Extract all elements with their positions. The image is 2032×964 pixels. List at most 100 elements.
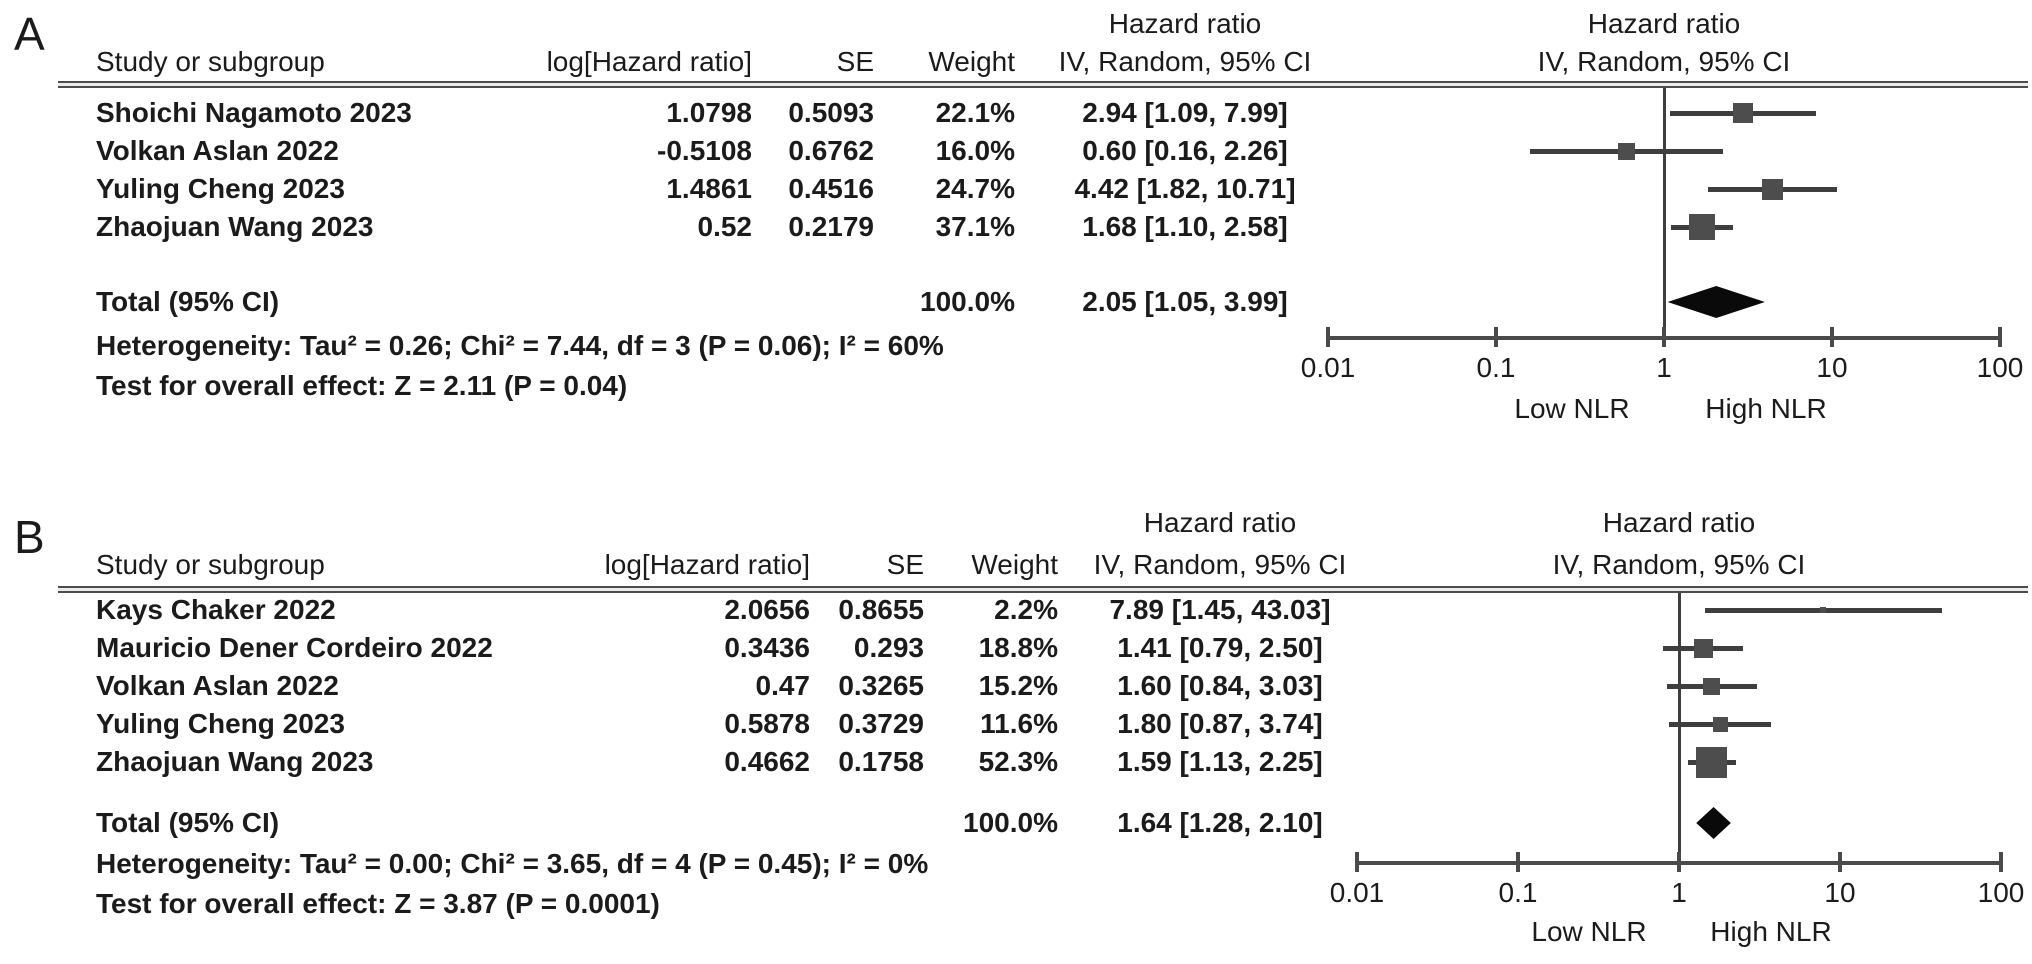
- study-ci-value: 7.89 [1.45, 43.03]: [1109, 594, 1331, 625]
- study-point-marker: [1695, 746, 1727, 778]
- x-axis-tick-label: 0.01: [1300, 352, 1356, 383]
- study-point-marker: [1712, 716, 1728, 732]
- study-weight: 18.8%: [978, 632, 1058, 663]
- study-weight: 22.1%: [935, 97, 1015, 128]
- study-se: 0.8655: [838, 594, 924, 625]
- x-axis-tick-label: 100: [1977, 877, 2025, 908]
- x-axis-tick-label: 10: [1816, 352, 1848, 383]
- total-label: Total (95% CI): [96, 286, 280, 317]
- study-name: Mauricio Dener Cordeiro 2022: [96, 632, 493, 663]
- study-name: Volkan Aslan 2022: [96, 670, 339, 701]
- study-point-marker: [1693, 638, 1713, 658]
- study-log-hr: 0.5878: [724, 708, 810, 739]
- axis-right-direction-label: High NLR: [1705, 393, 1827, 424]
- axis-left-direction-label: Low NLR: [1514, 393, 1630, 424]
- x-axis-tick: [1662, 327, 1666, 347]
- study-log-hr: 0.3436: [724, 632, 810, 663]
- study-ci-value: 0.60 [0.16, 2.26]: [1082, 135, 1288, 166]
- x-axis-tick-label: 1: [1671, 877, 1687, 908]
- study-log-hr: 2.0656: [724, 594, 810, 625]
- study-ci-value: 2.94 [1.09, 7.99]: [1082, 97, 1288, 128]
- study-se: 0.1758: [838, 746, 924, 777]
- study-weight: 2.2%: [994, 594, 1058, 625]
- study-se: 0.3729: [838, 708, 924, 739]
- study-se: 0.293: [853, 632, 924, 663]
- x-axis-tick-label: 100: [1976, 352, 2024, 383]
- study-se: 0.4516: [788, 173, 874, 204]
- column-header-weight: Weight: [971, 549, 1058, 580]
- x-axis-tick: [1326, 327, 1330, 347]
- column-header-study: Study or subgroup: [96, 46, 325, 77]
- study-name: Volkan Aslan 2022: [96, 135, 339, 166]
- study-log-hr: 1.4861: [666, 173, 752, 204]
- column-header-log-hazard-ratio: log[Hazard ratio]: [546, 46, 752, 77]
- column-header-weight: Weight: [928, 46, 1015, 77]
- study-point-marker: [1732, 103, 1753, 123]
- study-ci-value: 1.68 [1.10, 2.58]: [1082, 211, 1288, 242]
- heterogeneity-stats: Heterogeneity: Tau² = 0.26; Chi² = 7.44,…: [96, 330, 944, 361]
- study-name: Zhaojuan Wang 2023: [96, 746, 374, 777]
- study-ci-value: 1.59 [1.13, 2.25]: [1117, 746, 1323, 777]
- axis-right-direction-label: High NLR: [1710, 916, 1832, 947]
- study-se: 0.5093: [788, 97, 874, 128]
- study-point-marker: [1820, 607, 1827, 613]
- total-ci-value: 1.64 [1.28, 2.10]: [1117, 807, 1323, 838]
- study-ci-value: 1.41 [0.79, 2.50]: [1117, 632, 1323, 663]
- study-weight: 24.7%: [935, 173, 1015, 204]
- column-header-ci-text: IV, Random, 95% CI: [1093, 549, 1347, 580]
- header-rule: [58, 81, 2028, 88]
- x-axis-tick-label: 1: [1656, 352, 1672, 383]
- overall-effect-stats: Test for overall effect: Z = 2.11 (P = 0…: [96, 370, 628, 401]
- study-log-hr: 0.4662: [724, 746, 810, 777]
- panel-label-b: B: [14, 511, 45, 563]
- column-header-ci-text: IV, Random, 95% CI: [1058, 46, 1312, 77]
- x-axis-tick: [1677, 852, 1681, 872]
- total-weight: 100.0%: [963, 807, 1058, 838]
- study-weight: 37.1%: [935, 211, 1015, 242]
- study-ci-value: 1.60 [0.84, 3.03]: [1117, 670, 1323, 701]
- column-header-hazard-ratio-plot: Hazard ratio: [1602, 507, 1756, 538]
- x-axis-tick-label: 0.1: [1476, 352, 1516, 383]
- study-point-marker: [1761, 178, 1783, 200]
- x-axis-tick: [1838, 852, 1842, 872]
- column-header-se: SE: [836, 46, 874, 77]
- x-axis-tick: [1494, 327, 1498, 347]
- study-weight: 16.0%: [935, 135, 1015, 166]
- study-weight: 52.3%: [978, 746, 1058, 777]
- study-name: Shoichi Nagamoto 2023: [96, 97, 412, 128]
- study-ci-value: 4.42 [1.82, 10.71]: [1074, 173, 1296, 204]
- total-diamond: [1696, 807, 1731, 839]
- study-se: 0.3265: [838, 670, 924, 701]
- study-point-marker: [1618, 142, 1636, 160]
- x-axis-tick: [1999, 852, 2003, 872]
- column-header-hazard-ratio-text: Hazard ratio: [1143, 507, 1297, 538]
- study-se: 0.2179: [788, 211, 874, 242]
- panel-label-a: A: [14, 8, 45, 60]
- total-ci-value: 2.05 [1.05, 3.99]: [1082, 286, 1288, 317]
- study-name: Kays Chaker 2022: [96, 594, 336, 625]
- overall-effect-stats: Test for overall effect: Z = 3.87 (P = 0…: [96, 888, 660, 919]
- study-name: Yuling Cheng 2023: [96, 708, 345, 739]
- total-diamond: [1667, 286, 1765, 318]
- study-log-hr: 0.52: [697, 211, 753, 242]
- column-header-log-hazard-ratio: log[Hazard ratio]: [604, 549, 810, 580]
- x-axis-tick-label: 0.01: [1329, 877, 1385, 908]
- reference-line: [1677, 593, 1681, 863]
- study-log-hr: 0.47: [755, 670, 811, 701]
- x-axis-tick: [1516, 852, 1520, 872]
- axis-left-direction-label: Low NLR: [1531, 916, 1647, 947]
- column-header-ci-plot: IV, Random, 95% CI: [1537, 46, 1791, 77]
- study-weight: 11.6%: [980, 708, 1058, 739]
- column-header-hazard-ratio-text: Hazard ratio: [1108, 8, 1262, 39]
- column-header-hazard-ratio-plot: Hazard ratio: [1587, 8, 1741, 39]
- x-axis-tick-label: 0.1: [1498, 877, 1538, 908]
- x-axis-tick: [1355, 852, 1359, 872]
- study-weight: 15.2%: [978, 670, 1058, 701]
- reference-line: [1662, 88, 1666, 338]
- study-ci-value: 1.80 [0.87, 3.74]: [1117, 708, 1323, 739]
- study-point-marker: [1703, 677, 1721, 695]
- column-header-se: SE: [886, 549, 924, 580]
- study-log-hr: 1.0798: [666, 97, 752, 128]
- study-point-marker: [1688, 214, 1715, 240]
